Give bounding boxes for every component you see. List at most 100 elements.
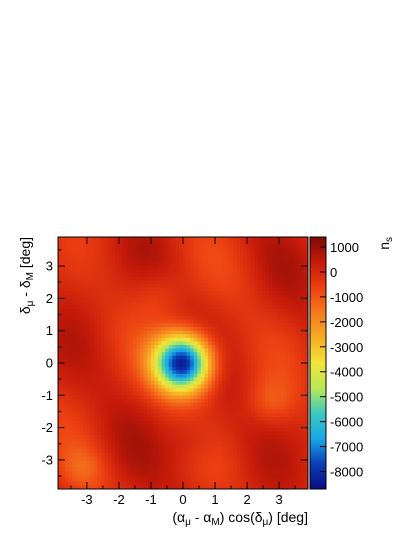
heatmap-cell	[197, 395, 202, 400]
heatmap-cell	[118, 262, 123, 267]
heatmap-cell	[233, 420, 238, 425]
heatmap-cell	[125, 442, 131, 447]
heatmap-cell	[143, 309, 148, 314]
heatmap-cell	[222, 442, 227, 447]
heatmap-cell	[247, 291, 252, 296]
heatmap-cell	[190, 276, 195, 281]
heatmap-cell	[161, 456, 166, 461]
heatmap-cell	[100, 280, 106, 285]
heatmap-cell	[115, 373, 120, 378]
heatmap-cell	[211, 377, 216, 382]
heatmap-cell	[236, 370, 241, 375]
heatmap-cell	[104, 265, 109, 270]
heatmap-cell	[165, 460, 170, 465]
heatmap-cell	[79, 262, 84, 267]
heatmap-cell	[90, 467, 95, 472]
heatmap-cell	[247, 453, 252, 458]
heatmap-cell	[68, 384, 73, 389]
heatmap-cell	[154, 251, 159, 256]
heatmap-cell	[218, 262, 223, 267]
heatmap-cell	[261, 438, 266, 443]
heatmap-cell	[186, 409, 191, 414]
heatmap-cell	[79, 265, 84, 270]
heatmap-cell	[279, 280, 284, 285]
heatmap-cell	[118, 309, 123, 314]
heatmap-cell	[297, 319, 302, 324]
heatmap-cell	[243, 334, 248, 339]
heatmap-cell	[136, 330, 141, 335]
heatmap-cell	[304, 413, 308, 418]
heatmap-cell	[100, 323, 106, 328]
heatmap-cell	[275, 262, 281, 267]
heatmap-cell	[133, 237, 138, 242]
heatmap-cell	[147, 345, 152, 350]
heatmap-cell	[243, 251, 248, 256]
heatmap-cell	[286, 352, 291, 357]
heatmap-cell	[243, 373, 248, 378]
heatmap-cell	[250, 334, 256, 339]
heatmap-cell	[125, 438, 131, 443]
heatmap-cell	[68, 355, 73, 360]
heatmap-cell	[193, 280, 198, 285]
heatmap-cell	[254, 352, 259, 357]
heatmap-cell	[272, 319, 277, 324]
heatmap-cell	[190, 402, 195, 407]
heatmap-cell	[200, 445, 206, 450]
heatmap-cell	[183, 244, 188, 249]
heatmap-cell	[293, 449, 298, 454]
heatmap-cell	[293, 373, 298, 378]
heatmap-cell	[172, 478, 177, 483]
heatmap-cell	[211, 460, 216, 465]
heatmap-cell	[136, 463, 141, 468]
heatmap-cell	[125, 406, 131, 411]
heatmap-cell	[200, 283, 206, 288]
heatmap-cell	[254, 345, 259, 350]
heatmap-cell	[104, 294, 109, 299]
heatmap-cell	[236, 481, 241, 486]
heatmap-cell	[268, 345, 273, 350]
heatmap-cell	[304, 341, 308, 346]
heatmap-cell	[297, 420, 302, 425]
heatmap-cell	[204, 345, 209, 350]
heatmap-cell	[97, 247, 102, 252]
heatmap-cell	[240, 373, 245, 378]
heatmap-cell	[304, 449, 308, 454]
heatmap-cell	[186, 283, 191, 288]
heatmap-cell	[97, 431, 102, 436]
heatmap-cell	[140, 337, 145, 342]
heatmap-cell	[215, 413, 220, 418]
heatmap-cell	[104, 298, 109, 303]
heatmap-cell	[165, 323, 170, 328]
heatmap-cell	[161, 312, 166, 317]
heatmap-cell	[183, 283, 188, 288]
heatmap-cell	[136, 442, 141, 447]
heatmap-cell	[61, 287, 66, 292]
heatmap-cell	[250, 337, 256, 342]
heatmap-cell	[222, 445, 227, 450]
heatmap-cell	[272, 456, 277, 461]
heatmap-cell	[247, 485, 252, 489]
heatmap-cell	[240, 265, 245, 270]
heatmap-cell	[93, 467, 98, 472]
heatmap-cell	[297, 291, 302, 296]
heatmap-cell	[72, 453, 77, 458]
heatmap-cell	[208, 384, 213, 389]
heatmap-cell	[129, 474, 134, 479]
heatmap-cell	[193, 359, 198, 364]
heatmap-cell	[125, 280, 131, 285]
heatmap-cell	[165, 420, 170, 425]
heatmap-cell	[104, 312, 109, 317]
heatmap-cell	[218, 323, 223, 328]
heatmap-cell	[61, 381, 66, 386]
heatmap-cell	[168, 456, 173, 461]
heatmap-cell	[175, 265, 181, 270]
heatmap-cell	[283, 255, 288, 260]
heatmap-cell	[68, 291, 73, 296]
heatmap-cell	[108, 237, 113, 242]
heatmap-cell	[133, 463, 138, 468]
heatmap-cell	[161, 381, 166, 386]
heatmap-cell	[183, 355, 188, 360]
heatmap-cell	[118, 373, 123, 378]
heatmap-cell	[183, 381, 188, 386]
heatmap-cell	[72, 427, 77, 432]
